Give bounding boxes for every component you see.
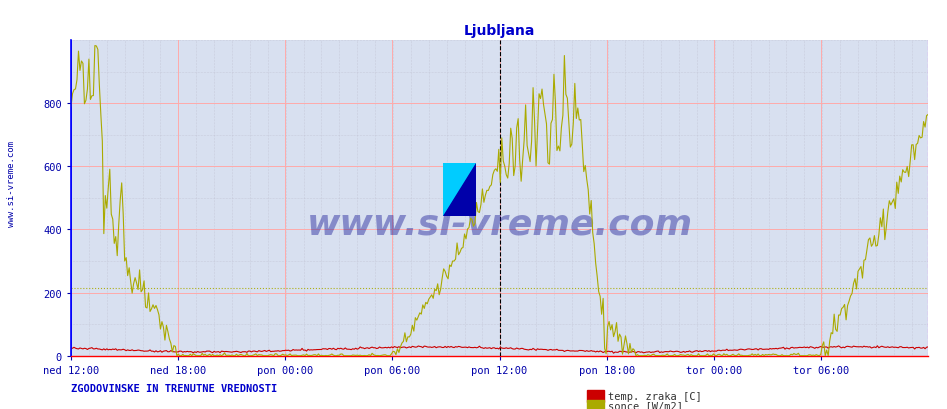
Text: temp. zraka [C]: temp. zraka [C] (608, 391, 702, 401)
Text: ZGODOVINSKE IN TRENUTNE VREDNOSTI: ZGODOVINSKE IN TRENUTNE VREDNOSTI (71, 382, 277, 393)
Polygon shape (443, 164, 476, 217)
Text: sonce [W/m2]: sonce [W/m2] (608, 400, 683, 409)
Text: www.si-vreme.com: www.si-vreme.com (7, 141, 16, 227)
Title: Ljubljana: Ljubljana (464, 25, 535, 38)
Text: www.si-vreme.com: www.si-vreme.com (307, 207, 692, 240)
Polygon shape (443, 164, 476, 217)
